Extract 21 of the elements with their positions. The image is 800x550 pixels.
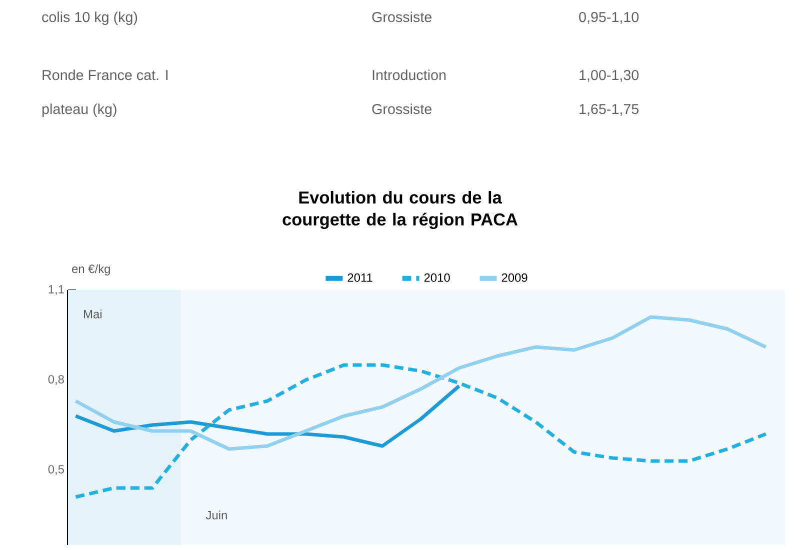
text: Grossiste [372, 12, 432, 22]
text: 0,95-1,10 [579, 12, 639, 24]
legend-label: 2009 [502, 273, 528, 282]
annotation: Juin [206, 510, 227, 520]
text: colis 10 kg (kg) [42, 12, 138, 25]
text: plateau (kg) [42, 104, 116, 117]
y-axis-title: en €/kg [72, 264, 110, 276]
line-series [74, 384, 461, 448]
annotation: Mai [84, 310, 102, 318]
legend-label: 2011 [348, 273, 372, 282]
text: 1,00-1,30 [580, 70, 639, 82]
legend-label: 2010 [424, 273, 450, 282]
text: Ronde France cat. I [42, 70, 168, 80]
line-series [74, 363, 768, 499]
y-tick-label: 0,8 [48, 375, 64, 385]
y-tick-label: 1,1 [48, 285, 64, 295]
text: 1,65-1,75 [580, 104, 639, 116]
text: Grossiste [372, 104, 432, 114]
text: Introduction [372, 70, 446, 80]
y-tick-label: 0,5 [48, 465, 64, 475]
chart-title: Evolution du cours de la courgette de la région PACA [282, 190, 518, 230]
